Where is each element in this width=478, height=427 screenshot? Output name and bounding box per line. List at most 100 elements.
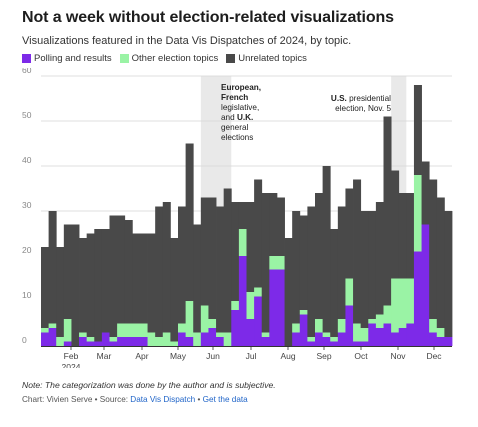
- bar-segment: [345, 188, 354, 279]
- bar-segment: [124, 337, 133, 346]
- y-tick-label: 10: [22, 290, 32, 300]
- bar-segment: [200, 197, 209, 306]
- bar-segment: [406, 278, 415, 324]
- bar-segment: [292, 323, 301, 333]
- annotation-us: U.S. presidential election, Nov. 5: [331, 94, 392, 113]
- bar-segment: [375, 328, 384, 346]
- bar-segment: [315, 319, 324, 333]
- bar-segment: [178, 332, 187, 346]
- bar-segment: [444, 211, 453, 337]
- bar-segment: [269, 256, 278, 270]
- bar-segment: [162, 332, 171, 346]
- bar-segment: [307, 206, 316, 337]
- bar-segment: [208, 319, 217, 328]
- bar-segment: [101, 332, 110, 346]
- chart-credit: Chart: Vivien Serve • Source: Data Vis D…: [22, 395, 248, 404]
- bar-segment: [101, 229, 110, 333]
- bar-segment: [238, 229, 247, 256]
- x-tick-label: Jun: [206, 351, 220, 361]
- source-link[interactable]: Data Vis Dispatch: [130, 395, 196, 404]
- bar-segment: [436, 328, 445, 337]
- bar-segment: [208, 197, 217, 319]
- bar-segment: [406, 323, 415, 346]
- chart-title: Not a week without election-related visu…: [22, 9, 394, 26]
- chart-note: Note: The categorization was done by the…: [22, 380, 276, 390]
- x-tick-label: May: [170, 351, 187, 361]
- bar-segment: [383, 116, 392, 306]
- bar-segment: [330, 337, 339, 342]
- bar-segment: [132, 323, 141, 337]
- bar-segment: [200, 332, 209, 346]
- bar-segment: [345, 305, 354, 346]
- bar-segment: [299, 314, 308, 346]
- legend-item-other-election: Other election topics: [119, 53, 219, 64]
- bar-segment: [139, 323, 148, 337]
- bar-segment: [421, 161, 430, 225]
- bar-segment: [86, 233, 95, 337]
- bar-segment: [162, 202, 171, 333]
- bar-segment: [345, 278, 354, 306]
- bar-segment: [71, 224, 80, 346]
- bar-segment: [170, 238, 179, 342]
- bar-segment: [56, 337, 65, 346]
- bar-segment: [368, 319, 377, 324]
- bar-segment: [117, 215, 126, 324]
- bar-segment: [79, 337, 88, 346]
- y-tick-label: 50: [22, 110, 32, 120]
- bar-segment: [436, 337, 445, 346]
- x-tick-label: Oct: [354, 351, 368, 361]
- legend-label-unrelated: Unrelated topics: [238, 53, 307, 64]
- bar-segment: [398, 193, 407, 279]
- bar-segment: [41, 247, 50, 328]
- bar-segment: [436, 197, 445, 328]
- bar-segment: [117, 323, 126, 337]
- bar-segment: [94, 229, 103, 342]
- bar-segment: [391, 332, 400, 346]
- bar-segment: [185, 301, 194, 337]
- bar-segment: [276, 269, 285, 346]
- bar-segment: [383, 305, 392, 324]
- x-tick-label: Apr: [135, 351, 148, 361]
- bar-segment: [292, 211, 301, 324]
- bar-segment: [193, 224, 202, 333]
- bar-segment: [429, 179, 438, 319]
- annotation-europe: European, French legislative, and U.K. gener…: [221, 83, 261, 142]
- bar-segment: [406, 193, 415, 279]
- bar-segment: [246, 292, 255, 319]
- legend-swatch-other-election: [119, 54, 129, 63]
- x-tick-label: Mar: [97, 351, 112, 361]
- bar-segment: [398, 278, 407, 328]
- bar-segment: [413, 85, 422, 175]
- bar-segment: [56, 247, 65, 337]
- bar-segment: [299, 310, 308, 315]
- bar-segment: [178, 206, 187, 324]
- bar-segment: [337, 332, 346, 346]
- bar-segment: [86, 341, 95, 346]
- bar-segment: [444, 337, 453, 346]
- bar-segment: [185, 143, 194, 301]
- bar-segment: [86, 337, 95, 342]
- bar-segment: [109, 341, 118, 346]
- bar-segment: [254, 287, 263, 297]
- bar-segment: [132, 337, 141, 346]
- bar-segment: [238, 256, 247, 346]
- bar-segment: [413, 175, 422, 252]
- bar-segment: [269, 193, 278, 256]
- bar-segment: [139, 337, 148, 346]
- bar-segment: [284, 238, 293, 346]
- bar-segment: [155, 206, 164, 337]
- get-data-link[interactable]: Get the data: [202, 395, 248, 404]
- bar-segment: [48, 211, 57, 324]
- bar-segment: [231, 310, 240, 346]
- bar-segment: [41, 328, 50, 333]
- bar-segment: [63, 319, 72, 342]
- y-tick-label: 60: [22, 68, 32, 75]
- bar-segment: [124, 323, 133, 337]
- bar-segment: [216, 332, 225, 337]
- x-tick-label: Jul: [246, 351, 257, 361]
- bar-segment: [360, 341, 369, 346]
- bar-segment: [124, 220, 133, 324]
- legend-label-other-election: Other election topics: [131, 53, 219, 64]
- x-tick-label: Dec: [426, 351, 442, 361]
- bar-segment: [261, 193, 270, 333]
